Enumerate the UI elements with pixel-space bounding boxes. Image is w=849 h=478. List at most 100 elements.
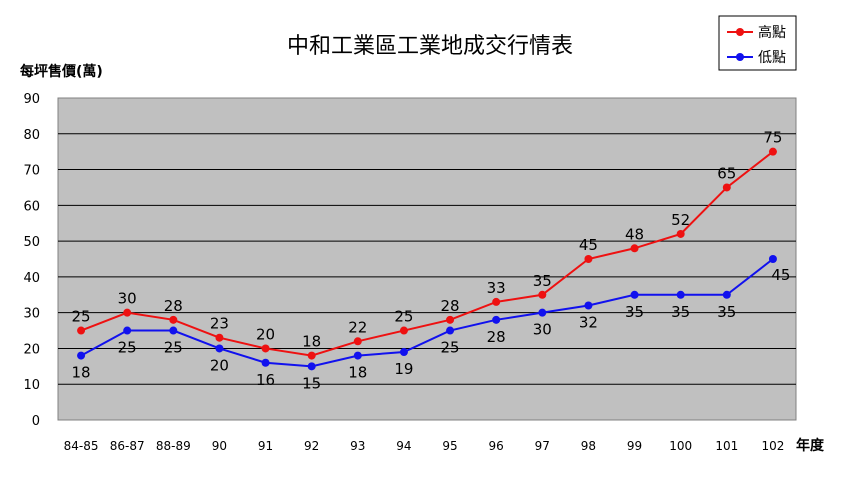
data-label: 25 [118, 339, 137, 357]
x-tick-label: 90 [212, 439, 227, 453]
x-tick-label: 88-89 [156, 439, 191, 453]
data-point [768, 255, 777, 263]
x-axis-ticks: 84-85 86-87 88-89 90 91 92 93 94 95 96 97 98 99 100 10… [64, 439, 785, 453]
data-label: 18 [348, 364, 367, 382]
data-point [399, 348, 408, 357]
x-axis-label: 年度 [796, 437, 825, 454]
y-tick-label: 50 [23, 235, 40, 250]
data-point [676, 290, 685, 299]
data-point [77, 351, 86, 360]
y-tick-label: 20 [23, 342, 40, 357]
data-label: 20 [210, 356, 229, 374]
y-tick-label: 0 [32, 414, 40, 429]
series-1: 18 25 25 20 16 15 18 19 25 28 30 32 35 35 35 45 [72, 255, 790, 392]
x-tick-label: 101 [715, 439, 738, 453]
chart-title: 中和工業區工業地成交行情表 [287, 34, 573, 59]
y-tick-label: 70 [23, 164, 40, 179]
legend-label: 高點 [758, 24, 786, 41]
data-label: 18 [302, 333, 321, 351]
data-label: 52 [671, 211, 690, 229]
y-tick-label: 30 [23, 307, 40, 322]
data-point [215, 333, 224, 342]
data-point [722, 290, 731, 299]
x-tick-label: 94 [396, 439, 411, 453]
data-point [630, 290, 639, 299]
gridlines [58, 133, 796, 385]
data-point [446, 326, 455, 335]
data-point [353, 351, 362, 360]
data-label: 35 [671, 303, 690, 321]
data-point [399, 326, 408, 335]
data-label: 22 [348, 318, 367, 336]
data-label: 20 [256, 325, 275, 343]
legend-box [718, 15, 797, 71]
data-label: 65 [717, 164, 736, 182]
data-point [630, 244, 639, 253]
data-point [676, 229, 685, 238]
y-axis-ticks: 0 10 20 30 40 50 60 70 80 90 [23, 92, 40, 429]
x-tick-label: 93 [350, 439, 365, 453]
data-point [169, 326, 178, 335]
data-label: 18 [72, 364, 91, 382]
data-label: 28 [441, 297, 460, 315]
series-0: 25 30 28 23 20 18 22 25 28 33 35 45 48 52 65 75 [72, 129, 782, 360]
x-tick-label: 92 [304, 439, 319, 453]
data-point [492, 297, 501, 306]
data-label: 35 [533, 272, 552, 290]
data-label: 45 [771, 266, 790, 284]
data-point [584, 301, 593, 310]
data-point [169, 315, 178, 324]
data-point [492, 315, 501, 324]
x-tick-label: 91 [258, 439, 273, 453]
data-point [307, 362, 316, 371]
series-line [80, 150, 774, 357]
series-line [80, 258, 774, 368]
data-label: 15 [302, 374, 321, 392]
legend-marker [736, 28, 744, 36]
y-tick-label: 10 [23, 378, 40, 393]
data-point [446, 315, 455, 324]
data-label: 30 [118, 290, 137, 308]
data-label: 25 [72, 308, 91, 326]
data-point [307, 351, 316, 360]
data-label: 35 [717, 303, 736, 321]
data-point [261, 358, 270, 367]
legend-label: 低點 [758, 50, 786, 66]
x-tick-label: 97 [535, 439, 550, 453]
x-tick-label: 95 [442, 439, 457, 453]
y-tick-label: 80 [23, 128, 40, 143]
x-tick-label: 96 [489, 439, 504, 453]
x-tick-label: 84-85 [64, 439, 99, 453]
data-label: 19 [394, 360, 413, 378]
data-label: 25 [441, 339, 460, 357]
data-label: 16 [256, 371, 275, 389]
data-label: 35 [625, 303, 644, 321]
x-tick-label: 100 [669, 439, 692, 453]
data-label: 33 [487, 279, 506, 297]
data-label: 48 [625, 225, 644, 243]
data-label: 28 [164, 297, 183, 315]
data-point [584, 255, 593, 263]
data-point [353, 337, 362, 346]
x-tick-label: 86-87 [110, 439, 145, 453]
data-point [77, 326, 86, 335]
data-label: 23 [210, 315, 229, 333]
data-label: 25 [394, 308, 413, 326]
x-tick-label: 98 [581, 439, 596, 453]
data-point [722, 183, 731, 192]
data-point [538, 308, 547, 317]
y-axis-label: 每坪售價(萬) [20, 63, 103, 80]
data-point [768, 147, 777, 156]
x-tick-label: 102 [761, 439, 784, 453]
data-label: 45 [579, 236, 598, 254]
data-point [261, 344, 270, 353]
data-point [123, 308, 132, 317]
data-label: 30 [533, 321, 552, 339]
y-tick-label: 90 [23, 92, 40, 107]
series-group: 25 30 28 23 20 18 22 25 28 33 35 45 48 52 65 75 18 25 25 20… [72, 129, 791, 393]
y-tick-label: 40 [23, 271, 40, 286]
data-point [215, 344, 224, 353]
data-point [538, 290, 547, 299]
